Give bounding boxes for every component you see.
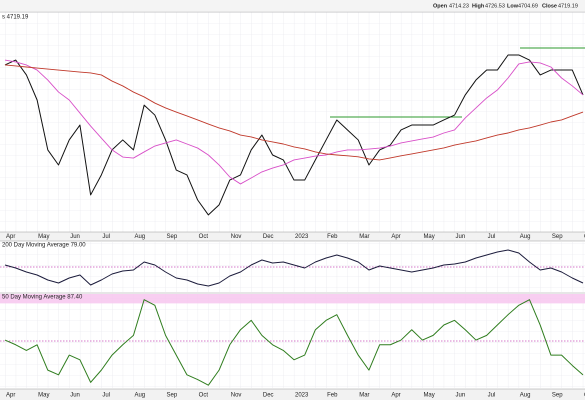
line-series (4, 299, 584, 386)
x-tick-label: Jun (70, 393, 80, 399)
axis-band (0, 389, 585, 400)
line-series (4, 54, 584, 216)
x-tick-label: Feb (327, 234, 338, 240)
open-value: 4714.23 (449, 3, 469, 9)
x-tick-label: Oct (199, 234, 209, 240)
panel-title: 200 Day Moving Average 79.00 (2, 243, 86, 249)
x-tick-label: Sep (167, 393, 178, 399)
close-value: 4719.19 (558, 3, 578, 9)
x-tick-label: Oct (199, 393, 209, 399)
x-tick-label: Jun (456, 234, 466, 240)
x-tick-label: Jul (488, 234, 496, 240)
x-tick-label: Dec (263, 393, 274, 399)
x-tick-label: Aug (520, 234, 531, 240)
panel-title: 50 Day Moving Average 87.40 (2, 295, 83, 301)
high-label: High (472, 3, 485, 9)
x-tick-label: Aug (134, 234, 145, 240)
x-tick-label: Apr (6, 234, 15, 240)
x-tick-label: Apr (391, 393, 400, 399)
main-grid (0, 12, 585, 232)
x-tick-label: Dec (263, 234, 274, 240)
x-tick-label: Jul (488, 393, 496, 399)
low-value: 4704.69 (518, 3, 538, 9)
x-tick-label: Nov (231, 234, 242, 240)
x-tick-label: Jul (102, 393, 110, 399)
ohlc-header: Open 4714.23 High 4726.53 Low 4704.69 Cl… (433, 3, 578, 9)
axis-band (0, 232, 585, 241)
x-tick-label: May (38, 393, 49, 399)
x-tick-label: Apr (6, 393, 15, 399)
line-series (4, 59, 584, 185)
x-tick-label: Aug (520, 393, 531, 399)
x-tick-label: Mar (359, 393, 369, 399)
x-tick-label: Aug (134, 393, 145, 399)
shaded-zone (0, 294, 585, 304)
x-tick-label: May (423, 234, 434, 240)
x-tick-label: Mar (359, 234, 369, 240)
panel-title: s 4719.19 (2, 15, 29, 21)
close-label: Close (542, 3, 557, 9)
header-bar (0, 0, 585, 11)
x-tick-label: Apr (391, 234, 400, 240)
open-label: Open (433, 3, 448, 9)
x-tick-label: Jul (102, 234, 110, 240)
line-series (4, 249, 584, 287)
x-tick-label: Feb (327, 393, 338, 399)
x-tick-label: Nov (231, 393, 242, 399)
x-tick-label: 2023 (295, 234, 309, 240)
x-tick-label: Jun (70, 234, 80, 240)
x-tick-label: May (423, 393, 434, 399)
x-tick-label: Sep (552, 234, 563, 240)
low-label: Low (507, 3, 519, 9)
line-series (4, 64, 584, 161)
x-tick-label: 2023 (295, 393, 309, 399)
x-tick-label: May (38, 234, 49, 240)
high-value: 4726.53 (485, 3, 505, 9)
x-tick-label: Jun (456, 393, 466, 399)
x-tick-label: Sep (552, 393, 563, 399)
x-tick-label: Sep (167, 234, 178, 240)
